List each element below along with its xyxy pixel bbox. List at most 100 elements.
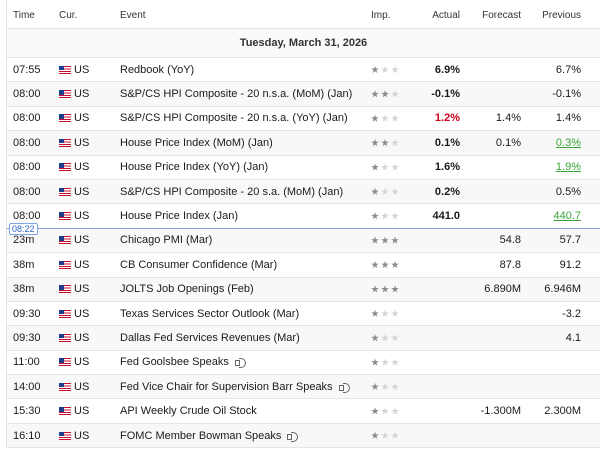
event-name-link[interactable]: CB Consumer Confidence (Mar): [120, 258, 278, 271]
economic-calendar-table: Time Cur. Event Imp. Actual Forecast Pre…: [6, 0, 600, 449]
event-name-link[interactable]: S&P/CS HPI Composite - 20 n.s.a. (YoY) (…: [120, 112, 348, 125]
star-icon: [371, 65, 379, 73]
star-icon: [391, 285, 399, 293]
event-name-link[interactable]: House Price Index (YoY) (Jan): [120, 161, 269, 174]
previous-value: 1.4%: [555, 112, 581, 125]
table-row[interactable]: 08:00 US S&P/CS HPI Composite - 20 s.a. (M…: [7, 179, 600, 205]
star-icon: [391, 333, 399, 342]
importance-stars: [371, 114, 399, 122]
table-row[interactable]: 08:00 US House Price Index (YoY) (Jan) 1.6%…: [7, 156, 600, 180]
table-row[interactable]: 08:00 US S&P/CS HPI Composite - 20 n.s.a. …: [7, 82, 600, 107]
event-cell: S&P/CS HPI Composite - 20 s.a. (MoM) (Ja…: [120, 186, 343, 198]
table-row[interactable]: 38m US CB Consumer Confidence (Mar) 87.8 91.…: [7, 253, 600, 278]
previous-value[interactable]: 1.9%: [555, 161, 581, 174]
col-previous-header[interactable]: Previous: [542, 10, 581, 21]
currency-code: US: [74, 258, 90, 271]
table-row[interactable]: 09:30 US Texas Services Sector Outlook (Ma…: [7, 302, 600, 327]
us-flag-icon: [59, 138, 71, 147]
event-name-link[interactable]: Texas Services Sector Outlook (Mar): [120, 307, 300, 320]
table-row[interactable]: 16:10 US FOMC Member Bowman Speaks: [7, 423, 600, 449]
star-icon: [391, 114, 399, 122]
table-row[interactable]: 09:30 US Dallas Fed Services Revenues (Mar…: [7, 326, 600, 351]
star-icon: [381, 90, 389, 98]
event-name-link[interactable]: Fed Vice Chair for Supervision Barr Spea…: [120, 380, 333, 393]
importance-stars: [371, 187, 399, 196]
importance-stars: [371, 431, 399, 440]
event-name-link[interactable]: FOMC Member Bowman Speaks: [120, 429, 282, 442]
table-row[interactable]: 08:00 US S&P/CS HPI Composite - 20 n.s.a. …: [7, 107, 600, 132]
previous-value: 6.946M: [544, 283, 581, 296]
previous-value: 91.2: [559, 258, 581, 271]
star-icon: [381, 65, 389, 73]
event-cell: Texas Services Sector Outlook (Mar): [120, 308, 299, 320]
event-name-link[interactable]: Fed Goolsbee Speaks: [120, 356, 229, 369]
currency-code: US: [74, 331, 90, 344]
table-row[interactable]: 23m US Chicago PMI (Mar) 54.8 57.7: [7, 228, 600, 254]
speaker-icon: [338, 382, 351, 393]
us-flag-icon: [59, 212, 71, 221]
us-flag-icon: [59, 285, 71, 294]
previous-value[interactable]: 440.7: [553, 210, 581, 223]
previous-value[interactable]: 0.3%: [555, 136, 581, 149]
star-icon: [381, 333, 389, 342]
col-actual-header[interactable]: Actual: [432, 10, 460, 21]
table-row[interactable]: 14:00 US Fed Vice Chair for Supervision Ba…: [7, 375, 600, 400]
forecast-value: 54.8: [499, 234, 521, 247]
star-icon: [381, 260, 389, 269]
star-icon: [391, 382, 399, 391]
speaker-icon: [234, 357, 247, 369]
event-name-link[interactable]: Redbook (YoY): [120, 63, 195, 76]
star-icon: [371, 333, 379, 342]
col-forecast-header[interactable]: Forecast: [482, 10, 521, 21]
event-name-link[interactable]: Dallas Fed Services Revenues (Mar): [120, 331, 300, 344]
event-time: 09:30: [13, 307, 41, 320]
table-row[interactable]: 08:00 US House Price Index (Jan) 441.0 440.7: [7, 204, 600, 229]
actual-value: -0.1%: [431, 88, 460, 101]
us-flag-icon: [59, 187, 71, 196]
currency-code: US: [74, 185, 90, 198]
us-flag-icon: [59, 407, 71, 416]
event-time: 09:30: [13, 331, 41, 344]
star-icon: [381, 358, 389, 366]
table-row[interactable]: 08:00 US House Price Index (MoM) (Jan) 0.1%…: [7, 131, 600, 156]
importance-stars: [371, 90, 399, 98]
star-icon: [371, 285, 379, 293]
event-name-link[interactable]: S&P/CS HPI Composite - 20 n.s.a. (MoM) (…: [120, 88, 353, 101]
event-name-link[interactable]: S&P/CS HPI Composite - 20 s.a. (MoM) (Ja…: [120, 185, 344, 198]
previous-value: 6.7%: [555, 63, 581, 76]
event-name-link[interactable]: House Price Index (Jan): [120, 210, 238, 223]
star-icon: [381, 212, 389, 220]
col-importance-header[interactable]: Imp.: [371, 10, 391, 21]
event-time: 15:30: [13, 405, 41, 418]
star-icon: [381, 236, 389, 244]
event-name-link[interactable]: House Price Index (MoM) (Jan): [120, 136, 273, 149]
event-name-link[interactable]: JOLTS Job Openings (Feb): [120, 283, 254, 296]
importance-stars: [371, 138, 399, 147]
event-time: 16:10: [13, 429, 41, 442]
star-icon: [371, 138, 379, 147]
currency-code: US: [74, 136, 90, 149]
star-icon: [381, 407, 389, 415]
event-time: 08:00: [13, 185, 41, 198]
event-time: 08:00: [13, 161, 41, 174]
star-icon: [391, 90, 399, 98]
forecast-value: -1.300M: [480, 405, 521, 418]
actual-value: 1.2%: [434, 112, 460, 125]
star-icon: [391, 358, 399, 366]
event-name-link[interactable]: API Weekly Crude Oil Stock: [120, 405, 257, 418]
us-flag-icon: [59, 260, 71, 269]
importance-stars: [371, 333, 399, 342]
current-time-tag: 08:22: [9, 222, 38, 235]
star-icon: [371, 212, 379, 220]
us-flag-icon: [59, 90, 71, 99]
col-currency-header[interactable]: Cur.: [59, 10, 78, 21]
table-row[interactable]: 11:00 US Fed Goolsbee Speaks: [7, 351, 600, 376]
col-event-header[interactable]: Event: [120, 10, 146, 21]
col-time-header[interactable]: Time: [13, 10, 35, 21]
table-row[interactable]: 15:30 US API Weekly Crude Oil Stock -1.300M…: [7, 399, 600, 424]
event-time: 38m: [13, 283, 35, 296]
event-name-link[interactable]: Chicago PMI (Mar): [120, 234, 213, 247]
table-row[interactable]: 38m US JOLTS Job Openings (Feb) 6.890M 6.946…: [7, 277, 600, 302]
event-cell: S&P/CS HPI Composite - 20 n.s.a. (YoY) (…: [120, 112, 348, 124]
table-row[interactable]: 07:55 US Redbook (YoY) 6.9% 6.7%: [7, 58, 600, 83]
